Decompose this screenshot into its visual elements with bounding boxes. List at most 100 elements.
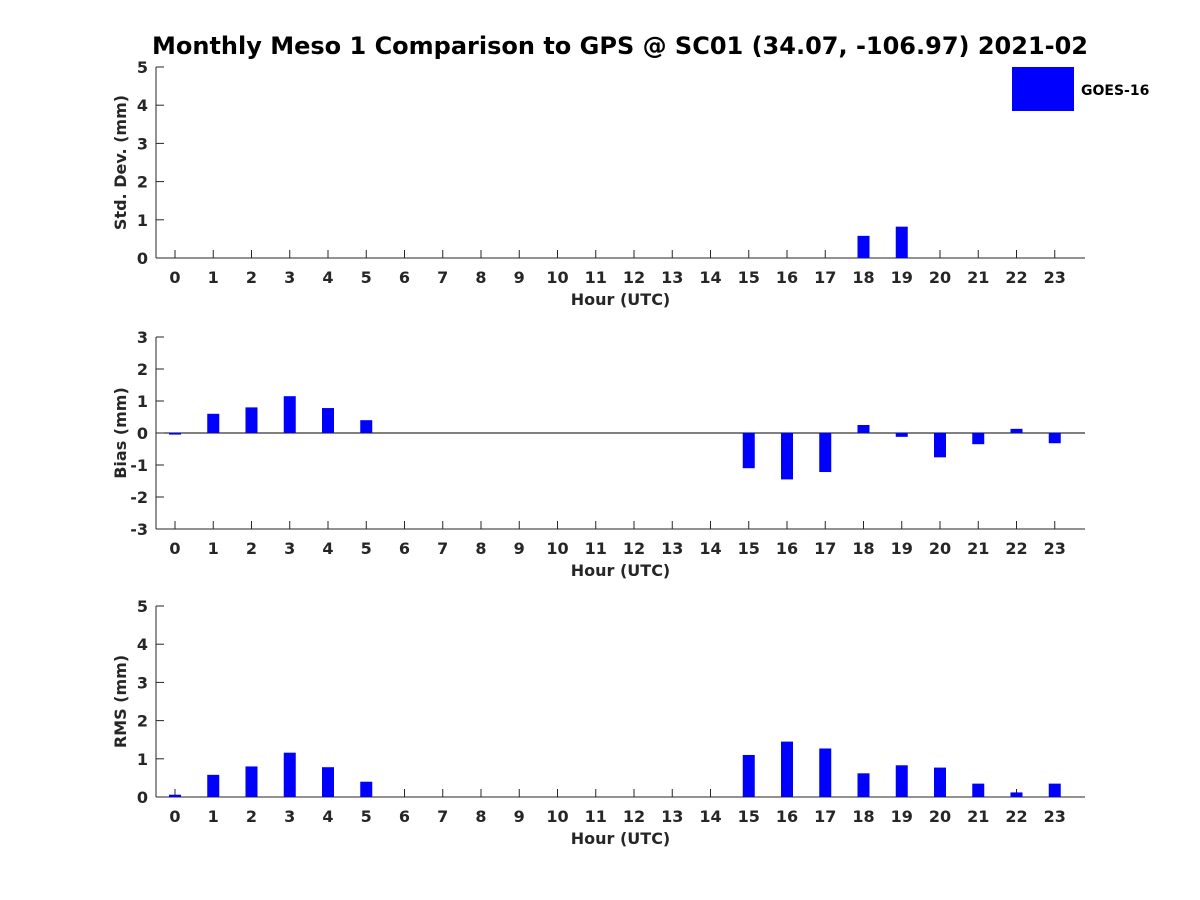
x-tick-label: 1 — [208, 807, 219, 826]
x-tick-label: 0 — [169, 268, 180, 287]
legend-swatch — [1012, 67, 1074, 111]
y-tick-label: 3 — [137, 328, 148, 347]
y-tick-label: 1 — [137, 750, 148, 769]
y-tick-label: 1 — [137, 392, 148, 411]
x-tick-label: 8 — [475, 539, 486, 558]
x-tick-label: 3 — [284, 539, 295, 558]
y-tick-label: 0 — [137, 249, 148, 268]
bar — [283, 396, 296, 433]
x-tick-label: 22 — [1005, 268, 1027, 287]
y-tick-label: 2 — [137, 360, 148, 379]
bar — [742, 754, 755, 797]
bar — [895, 433, 908, 437]
y-tick-label: 4 — [137, 635, 148, 654]
x-tick-label: 23 — [1044, 539, 1066, 558]
bar — [972, 783, 985, 797]
bar — [207, 774, 220, 797]
x-tick-label: 6 — [399, 807, 410, 826]
x-tick-label: 21 — [967, 807, 989, 826]
chart-title: Monthly Meso 1 Comparison to GPS @ SC01 … — [152, 32, 1088, 60]
x-tick-label: 10 — [546, 539, 568, 558]
x-tick-label: 12 — [623, 539, 645, 558]
x-tick-label: 14 — [699, 268, 721, 287]
x-tick-label: 19 — [891, 539, 913, 558]
x-tick-label: 17 — [814, 268, 836, 287]
x-tick-label: 13 — [661, 268, 683, 287]
y-axis-label: Bias (mm) — [111, 387, 130, 479]
bar — [934, 433, 946, 458]
x-tick-label: 17 — [814, 539, 836, 558]
x-axis-label: Hour (UTC) — [571, 290, 671, 309]
bar — [1048, 433, 1061, 444]
x-tick-label: 18 — [852, 539, 874, 558]
y-tick-label: 2 — [137, 173, 148, 192]
bar — [322, 767, 334, 797]
x-tick-label: 7 — [437, 807, 448, 826]
x-tick-label: 10 — [546, 268, 568, 287]
y-tick-label: 5 — [137, 58, 148, 77]
x-tick-label: 15 — [738, 268, 760, 287]
x-tick-label: 2 — [246, 539, 257, 558]
x-tick-label: 21 — [967, 539, 989, 558]
x-tick-label: 4 — [322, 268, 333, 287]
bar — [857, 773, 870, 797]
y-tick-label: 2 — [137, 712, 148, 731]
bar — [819, 748, 832, 797]
y-tick-label: 3 — [137, 673, 148, 692]
x-tick-label: 1 — [208, 539, 219, 558]
x-tick-label: 2 — [246, 807, 257, 826]
x-tick-label: 12 — [623, 268, 645, 287]
legend-label: GOES-16 — [1081, 83, 1149, 99]
x-tick-label: 21 — [967, 268, 989, 287]
x-tick-label: 4 — [322, 807, 333, 826]
x-tick-label: 9 — [514, 807, 525, 826]
x-tick-label: 19 — [891, 268, 913, 287]
x-tick-label: 12 — [623, 807, 645, 826]
x-tick-label: 7 — [437, 539, 448, 558]
x-tick-label: 20 — [929, 268, 951, 287]
x-tick-label: 13 — [661, 807, 683, 826]
x-tick-label: 10 — [546, 807, 568, 826]
x-tick-label: 8 — [475, 268, 486, 287]
x-tick-label: 18 — [852, 807, 874, 826]
x-tick-label: 23 — [1044, 268, 1066, 287]
bar — [245, 766, 258, 797]
legend: GOES-16 — [1012, 67, 1149, 111]
x-tick-label: 6 — [399, 268, 410, 287]
x-tick-label: 16 — [776, 539, 798, 558]
y-axis-label: Std. Dev. (mm) — [111, 95, 130, 230]
bar — [169, 433, 181, 435]
x-tick-label: 2 — [246, 268, 257, 287]
x-tick-label: 1 — [208, 268, 219, 287]
y-tick-label: 4 — [137, 96, 148, 115]
y-tick-label: 1 — [137, 211, 148, 230]
x-tick-label: 6 — [399, 539, 410, 558]
x-tick-label: 9 — [514, 539, 525, 558]
bar — [781, 433, 793, 480]
bar — [781, 741, 793, 797]
bar — [322, 408, 334, 433]
bar — [819, 433, 832, 473]
x-tick-label: 15 — [738, 539, 760, 558]
x-tick-label: 16 — [776, 268, 798, 287]
bar — [169, 794, 181, 797]
bar — [934, 767, 946, 797]
x-tick-label: 23 — [1044, 807, 1066, 826]
x-tick-label: 22 — [1005, 539, 1027, 558]
y-axis-label: RMS (mm) — [111, 655, 130, 748]
bar — [857, 425, 870, 433]
y-tick-label: -3 — [130, 520, 148, 539]
bar — [1010, 792, 1023, 797]
x-tick-label: 3 — [284, 807, 295, 826]
bar — [742, 433, 755, 469]
x-tick-label: 20 — [929, 807, 951, 826]
bar — [360, 781, 373, 797]
x-tick-label: 14 — [699, 539, 721, 558]
bar — [895, 765, 908, 797]
bar — [360, 420, 373, 433]
bar — [895, 226, 908, 258]
bar — [283, 752, 296, 797]
x-tick-label: 13 — [661, 539, 683, 558]
